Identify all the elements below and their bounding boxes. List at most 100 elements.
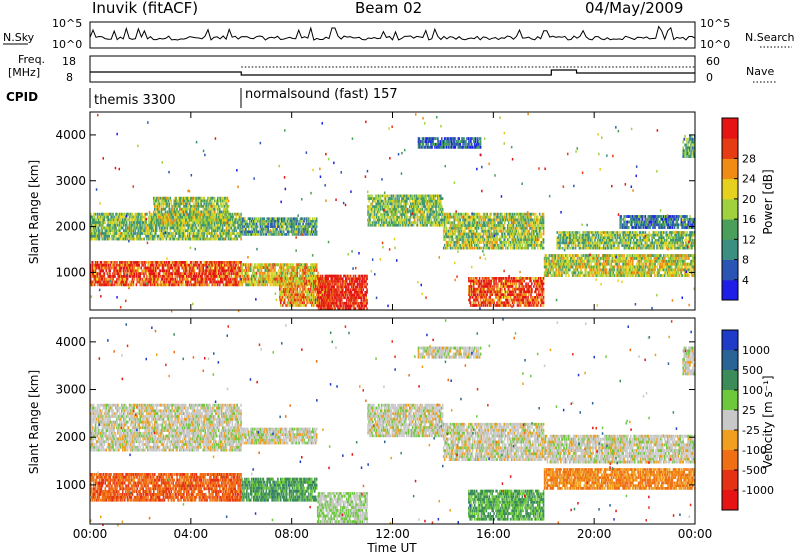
heat-cell xyxy=(261,280,264,284)
heat-cell xyxy=(232,232,235,235)
heat-cell xyxy=(208,261,210,264)
heat-cell xyxy=(228,212,231,216)
heat-cell xyxy=(307,293,309,296)
heat-cell xyxy=(249,222,251,226)
heat-cell xyxy=(250,283,252,287)
heat-cell xyxy=(111,280,113,284)
heat-cell xyxy=(341,285,343,289)
heat-cell xyxy=(191,226,194,230)
heat-cell xyxy=(215,218,217,222)
heat-cell xyxy=(278,263,280,267)
heat-cell xyxy=(108,218,110,222)
heat-cell xyxy=(168,275,171,278)
heat-cell xyxy=(206,199,208,203)
heat-cell xyxy=(259,233,262,236)
heat-cell xyxy=(234,272,237,275)
heat-cell xyxy=(205,237,207,241)
heat-cell xyxy=(122,234,124,238)
heat-cell xyxy=(229,266,232,270)
heat-cell xyxy=(309,233,311,236)
heat-cell xyxy=(258,266,261,269)
heat-cell xyxy=(127,212,130,216)
heat-cell xyxy=(229,221,232,224)
heat-cell xyxy=(313,293,315,296)
heat-cell xyxy=(103,272,106,275)
heat-cell xyxy=(204,272,206,275)
heat-cell xyxy=(138,221,141,224)
heat-cell xyxy=(195,210,198,214)
heat-cell xyxy=(369,194,371,198)
heat-cell xyxy=(161,221,164,225)
heat-cell xyxy=(243,230,245,234)
heat-cell xyxy=(103,261,106,264)
heat-cell xyxy=(235,275,237,278)
heat-cell xyxy=(374,197,376,200)
heat-cell xyxy=(123,234,126,238)
heat-cell xyxy=(224,210,227,214)
heat-cell xyxy=(143,277,145,281)
heat-cell xyxy=(328,307,331,310)
heat-cell xyxy=(162,205,165,208)
heat-cell xyxy=(227,221,230,224)
heat-cell xyxy=(249,266,251,269)
heat-cell xyxy=(171,237,173,241)
heat-cell xyxy=(149,266,151,270)
heat-cell xyxy=(339,304,341,308)
heat-cell xyxy=(290,285,293,288)
heat-cell xyxy=(301,233,303,236)
heat-cell xyxy=(205,269,207,273)
heat-cell xyxy=(272,227,274,231)
heat-cell xyxy=(340,301,342,305)
heat-cell xyxy=(197,205,200,208)
heat-cell xyxy=(207,202,209,206)
heat-cell xyxy=(225,218,228,222)
heat-cell xyxy=(211,272,213,275)
heat-cell xyxy=(222,266,225,270)
heat-cell xyxy=(123,269,125,273)
heat-cell xyxy=(126,212,129,216)
heat-cell xyxy=(341,296,343,300)
heat-cell xyxy=(155,216,158,219)
heat-cell xyxy=(180,202,182,206)
heat-cell xyxy=(300,282,302,286)
heat-cell xyxy=(100,232,103,235)
heat-cell xyxy=(306,222,308,226)
heat-cell xyxy=(231,215,234,219)
heat-cell xyxy=(282,277,284,281)
heat-cell xyxy=(233,226,236,230)
heat-cell xyxy=(254,233,257,236)
heat-cell xyxy=(95,229,98,232)
heat-cell xyxy=(174,196,176,200)
heat-cell xyxy=(338,307,340,310)
heat-cell xyxy=(242,269,244,272)
heat-cell xyxy=(149,234,151,238)
heat-cell xyxy=(141,218,143,222)
heat-cell xyxy=(199,213,202,217)
heat-cell xyxy=(209,237,211,241)
heat-cell xyxy=(346,296,349,300)
heat-cell xyxy=(248,233,250,236)
heat-cell xyxy=(193,226,196,230)
heat-cell xyxy=(385,199,388,203)
heat-cell xyxy=(178,280,180,284)
heat-cell xyxy=(188,212,191,216)
heat-cell xyxy=(299,217,301,220)
heat-cell xyxy=(170,266,173,270)
heat-cell xyxy=(119,234,121,238)
heat-cell xyxy=(218,269,220,273)
heat-cell xyxy=(305,263,307,267)
heat-cell xyxy=(259,280,262,284)
heat-cell xyxy=(336,274,338,278)
heat-cell xyxy=(290,277,293,280)
heat-cell xyxy=(263,280,266,284)
heat-cell xyxy=(169,229,172,232)
heat-cell xyxy=(278,217,280,220)
heat-cell xyxy=(218,218,220,222)
heat-cell xyxy=(344,280,346,283)
heat-cell xyxy=(222,216,225,219)
heat-cell xyxy=(171,272,173,275)
heat-cell xyxy=(230,263,233,267)
heat-cell xyxy=(340,282,342,286)
heat-cell xyxy=(395,213,397,216)
heat-cell xyxy=(112,232,114,235)
